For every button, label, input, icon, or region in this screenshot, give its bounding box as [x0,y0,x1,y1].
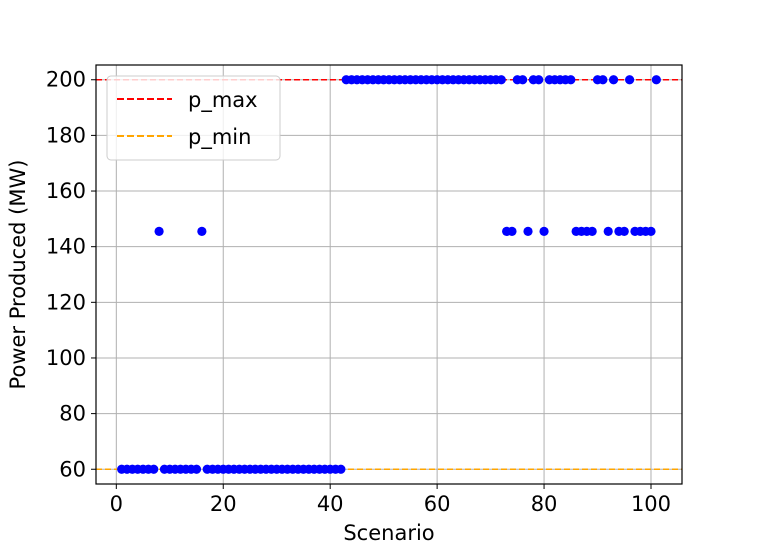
x-tick-label: 0 [110,492,123,516]
plot-frame [95,64,683,485]
y-tick-label: 200 [46,68,86,92]
y-tick-label: 140 [46,235,86,259]
x-axis-label: Scenario [343,521,434,544]
data-point [507,226,517,236]
data-point [539,226,549,236]
y-tick-label: 100 [46,346,86,370]
x-tick-label: 60 [424,492,451,516]
y-tick-label: 160 [46,179,86,203]
data-point [496,75,506,85]
x-tick-label: 100 [631,492,671,516]
data-point [587,226,597,236]
x-tick-label: 40 [317,492,344,516]
y-tick-label: 60 [59,457,86,481]
data-point [603,226,613,236]
data-point [598,75,608,85]
data-point [191,464,202,474]
y-tick-label: 180 [46,123,86,147]
data-point [336,464,346,474]
legend-box [106,75,281,161]
y-axis-label: Power Produced (MW) [6,160,30,390]
data-point [523,226,533,236]
data-point [651,75,661,85]
legend-label-p-min: p_min [188,125,251,150]
data-point [566,75,576,85]
data-point [534,75,544,85]
data-point [518,75,528,85]
x-axis-ticks: 0 20 40 60 80 100 [110,484,671,516]
data-point [149,464,159,474]
data-point [197,226,207,236]
y-tick-label: 120 [46,290,86,314]
y-axis-ticks: 60 80 100 120 140 160 180 200 [46,68,96,481]
x-tick-label: 20 [210,492,237,516]
y-tick-label: 80 [59,402,86,426]
legend: p_max p_min [106,75,281,161]
data-point [625,75,635,85]
data-point [619,226,629,236]
data-point [608,75,619,85]
data-points [117,75,661,474]
data-point [646,226,656,236]
legend-label-p-max: p_max [188,88,258,113]
data-point [154,226,164,236]
x-tick-label: 80 [531,492,558,516]
